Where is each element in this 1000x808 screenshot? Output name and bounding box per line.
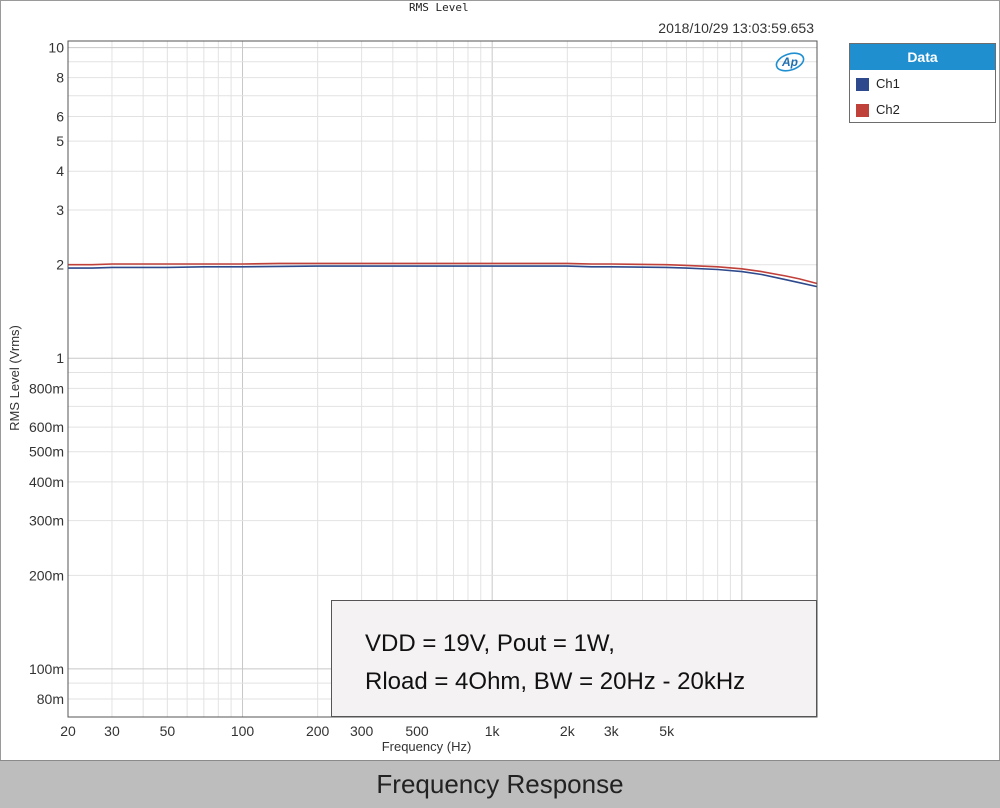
y-tick-label: 100m (29, 661, 64, 677)
y-tick-label: 4 (56, 163, 64, 179)
x-tick-label: 20 (60, 723, 76, 739)
legend-item-ch2[interactable]: Ch2 (856, 100, 900, 120)
y-tick-label: 80m (37, 691, 64, 707)
y-tick-label: 2 (56, 257, 64, 273)
y-axis-label: RMS Level (Vrms) (7, 325, 22, 431)
legend-swatch-ch2 (856, 104, 869, 117)
y-tick-label: 3 (56, 202, 64, 218)
y-tick-label: 400m (29, 474, 64, 490)
x-axis-label: Frequency (Hz) (382, 739, 472, 754)
plot-border (67, 40, 818, 718)
chart-title: RMS Level (409, 1, 469, 14)
x-tick-label: 50 (160, 723, 176, 739)
tick-labels: 20 30 50 100 200 300 500 1k 2k 3k 5k 10 8 6 5 4 3 2 1 800m 6… (29, 40, 675, 739)
x-tick-label: 3k (604, 723, 620, 739)
legend-label-ch1: Ch1 (876, 76, 900, 91)
y-tick-label: 500m (29, 444, 64, 460)
test-conditions-annotation: VDD = 19V, Pout = 1W, Rload = 4Ohm, BW =… (331, 600, 817, 717)
x-tick-label: 2k (560, 723, 576, 739)
y-tick-label: 800m (29, 380, 64, 396)
y-tick-label: 5 (56, 133, 64, 149)
legend-title: Data (850, 44, 995, 70)
x-tick-label: 5k (659, 723, 675, 739)
x-tick-label: 100 (231, 723, 255, 739)
x-tick-label: 500 (405, 723, 429, 739)
timestamp: 2018/10/29 13:03:59.653 (658, 20, 814, 36)
legend-swatch-ch1 (856, 78, 869, 91)
y-tick-label: 600m (29, 419, 64, 435)
annotation-line-2: Rload = 4Ohm, BW = 20Hz - 20kHz (365, 668, 746, 695)
y-tick-label: 10 (48, 40, 64, 56)
x-tick-label: 30 (104, 723, 120, 739)
x-tick-label: 300 (350, 723, 374, 739)
legend-label-ch2: Ch2 (876, 102, 900, 117)
y-tick-label: 300m (29, 513, 64, 529)
figure-caption: Frequency Response (0, 760, 1000, 808)
y-tick-label: 1 (56, 350, 64, 366)
y-tick-label: 200m (29, 567, 64, 583)
x-tick-label: 1k (485, 723, 501, 739)
ap-logo-text: Ap (781, 55, 798, 69)
series-line-ch1 (68, 265, 818, 288)
legend: Data Ch1 Ch2 (849, 43, 996, 123)
y-tick-label: 8 (56, 70, 64, 86)
ap-logo-icon: Ap (775, 52, 805, 72)
annotation-line-1: VDD = 19V, Pout = 1W, (365, 630, 615, 657)
series-line-ch2 (68, 262, 818, 285)
x-tick-label: 200 (306, 723, 330, 739)
series-lines (68, 262, 818, 288)
y-tick-label: 6 (56, 108, 64, 124)
legend-item-ch1[interactable]: Ch1 (856, 74, 900, 94)
